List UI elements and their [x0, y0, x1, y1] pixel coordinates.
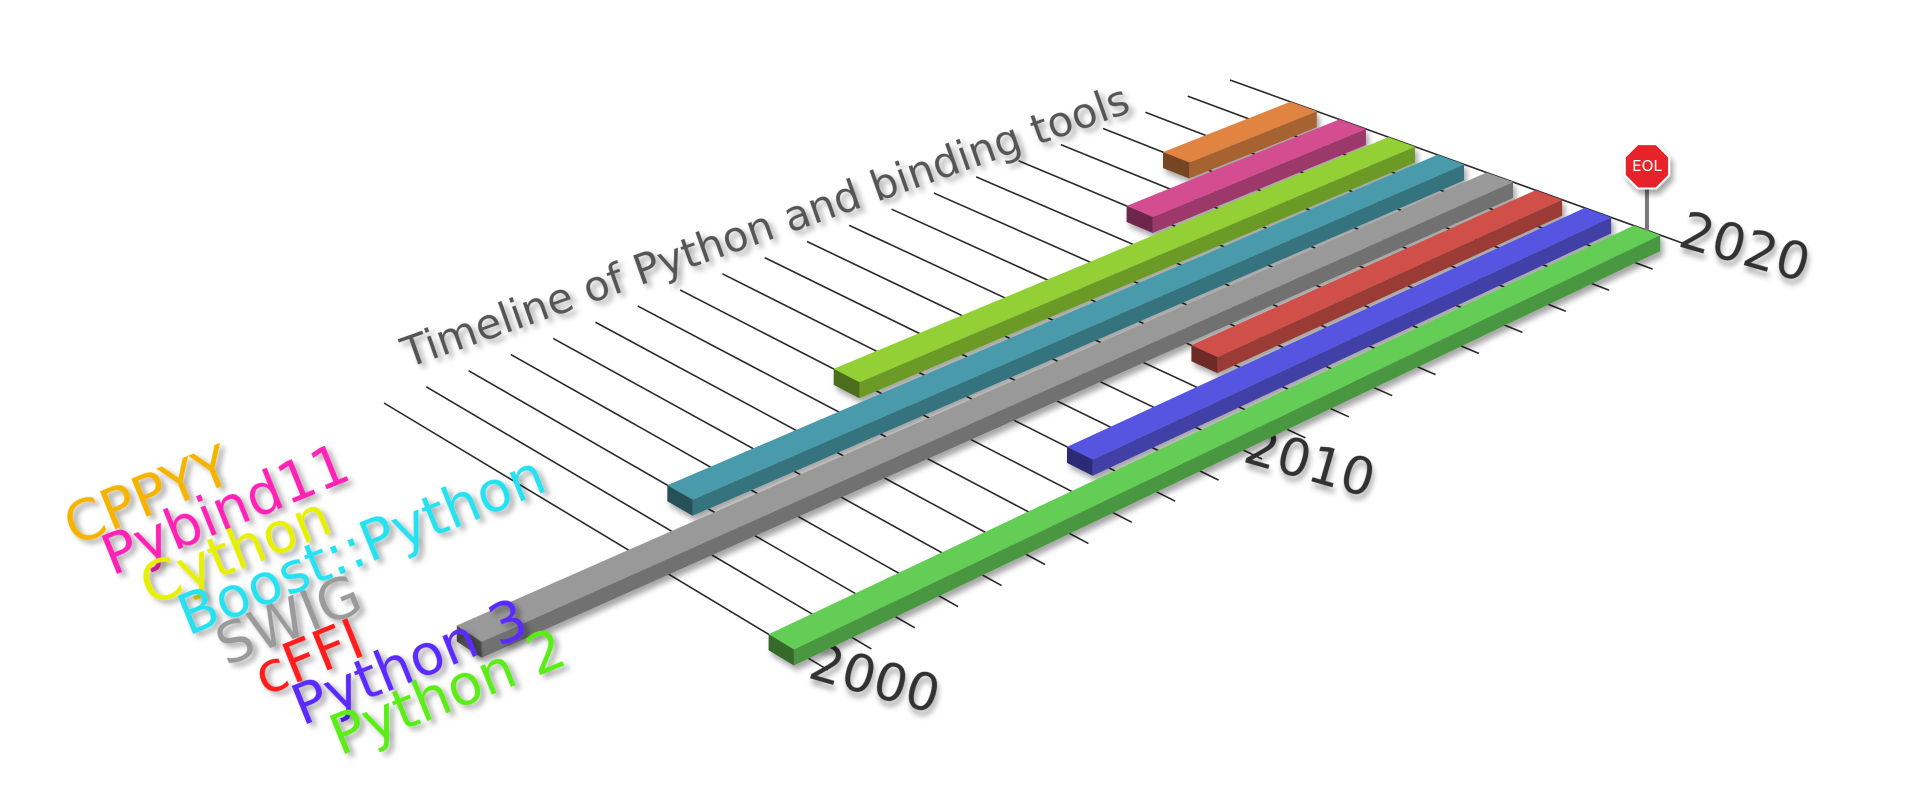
bar-top-face [1067, 207, 1612, 460]
bar [667, 154, 1464, 516]
bar-end-face [1126, 206, 1153, 233]
bar [1067, 207, 1612, 476]
bar-front-face [1092, 217, 1612, 476]
tick-line [383, 402, 829, 671]
bar-end-face [1067, 446, 1093, 476]
bar [1163, 101, 1317, 179]
bar-end-face [1163, 152, 1190, 179]
bar [1126, 119, 1366, 233]
bar [768, 225, 1661, 666]
bar-front-face [1152, 129, 1366, 233]
bar-front-face [481, 182, 1513, 658]
bar-front-face [1189, 111, 1317, 179]
bar-end-face [667, 485, 693, 516]
bar-top-face [1191, 190, 1563, 358]
eol-label: EOL [1632, 157, 1662, 175]
bar-top-face [667, 154, 1464, 500]
bar [456, 172, 1513, 658]
bar-front-face [793, 235, 1661, 666]
bar [1191, 190, 1563, 374]
bar [833, 137, 1415, 399]
bar-top-face [1126, 119, 1366, 217]
bar-end-face [833, 368, 860, 399]
x-tick-label: 2020 [1673, 200, 1817, 294]
minor-tick-line [425, 386, 872, 650]
bar-top-face [768, 225, 1661, 650]
bar-front-face [1217, 199, 1563, 374]
bar-front-face [692, 164, 1464, 516]
bar-front-face [859, 146, 1415, 399]
bar-end-face [456, 625, 482, 658]
bar-end-face [768, 634, 794, 666]
eol-sign [1623, 143, 1671, 190]
tick-line [1229, 79, 1697, 249]
bar-top-face [1163, 101, 1317, 163]
bar-end-face [1191, 345, 1218, 374]
bar-top-face [833, 137, 1415, 383]
bar-top-face [456, 172, 1513, 642]
